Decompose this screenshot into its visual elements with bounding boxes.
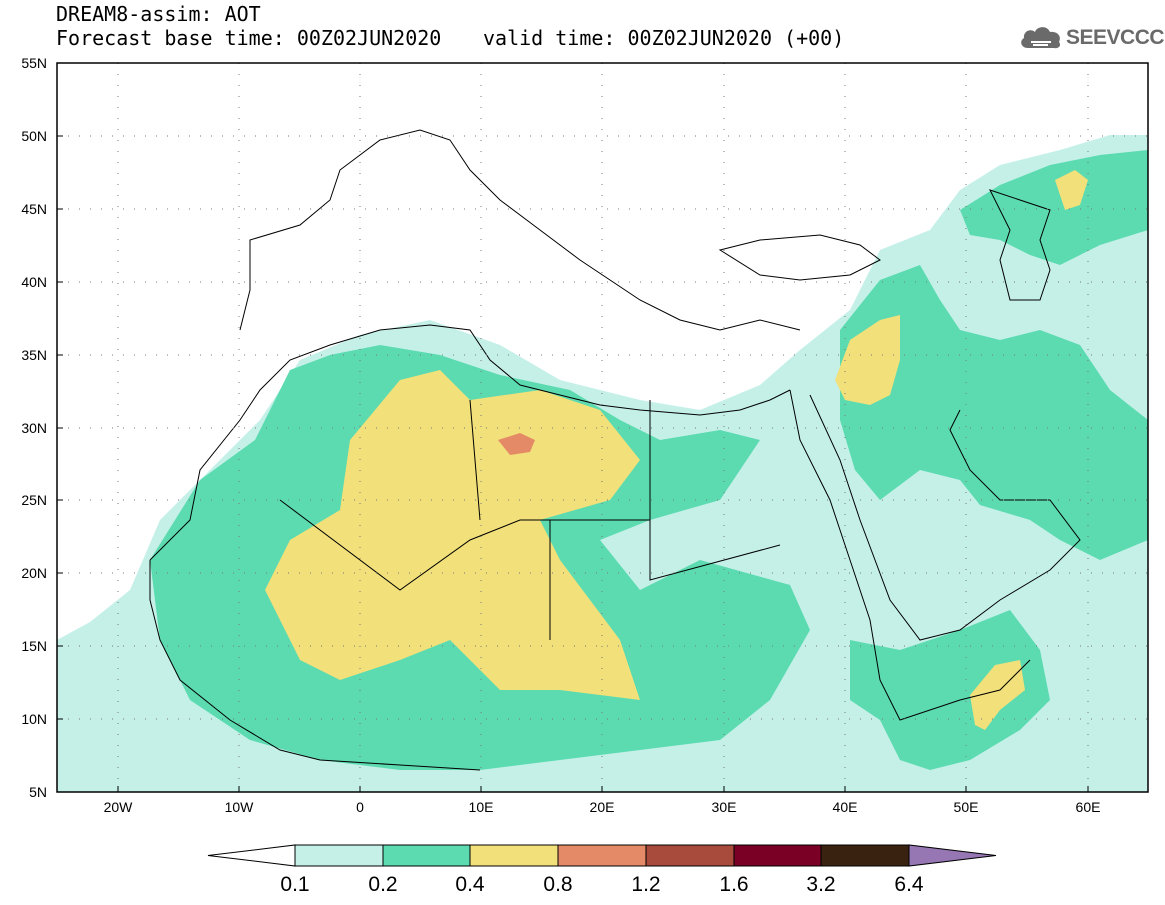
colorbar-segment bbox=[645, 844, 735, 867]
colorbar-segment bbox=[469, 844, 559, 867]
colorbar-label: 1.6 bbox=[719, 873, 748, 896]
lon-label: 20W bbox=[104, 799, 134, 815]
map-title: DREAM8-assim: AOT bbox=[56, 2, 261, 26]
lon-label: 10W bbox=[225, 799, 255, 815]
coastlines bbox=[149, 129, 1081, 771]
lat-label: 55N bbox=[21, 55, 47, 71]
lon-label: 40E bbox=[833, 799, 858, 815]
logo-text: SEEVCCC bbox=[1066, 26, 1165, 49]
longitude-labels: 20W 10W 0 10E 20E 30E 40E 50E 60E bbox=[104, 799, 1101, 815]
coastline-red-sea bbox=[789, 389, 1031, 721]
latitude-labels: 55N 50N 45N 40N 35N 30N 25N 20N 15N 10N … bbox=[21, 55, 47, 800]
aot-band-0.2-caspian bbox=[960, 150, 1148, 265]
lon-label: 60E bbox=[1076, 799, 1101, 815]
coastline-caspian bbox=[989, 189, 1051, 301]
colorbar-label: 0.1 bbox=[280, 873, 309, 896]
aot-band-0.2-east bbox=[840, 265, 1148, 560]
coastline-europe bbox=[239, 129, 801, 331]
axis-ticks bbox=[57, 135, 1089, 792]
lat-label: 30N bbox=[21, 420, 47, 436]
lat-label: 50N bbox=[21, 128, 47, 144]
colorbar-label: 6.4 bbox=[894, 873, 924, 896]
lon-label: 10E bbox=[469, 799, 494, 815]
border-libya-egypt bbox=[469, 399, 651, 640]
colorbar-label: 0.4 bbox=[455, 873, 485, 896]
colorbar-segment bbox=[733, 844, 822, 867]
colorbar-segment-over bbox=[908, 844, 997, 867]
lat-label: 40N bbox=[21, 274, 47, 290]
aot-band-0.2-horn bbox=[850, 610, 1050, 770]
lat-label: 35N bbox=[21, 347, 47, 363]
colorbar-segment bbox=[294, 844, 384, 867]
lat-label: 20N bbox=[21, 565, 47, 581]
colorbar-segment bbox=[382, 844, 471, 867]
colorbar-label: 0.8 bbox=[543, 873, 572, 896]
lon-label: 50E bbox=[954, 799, 979, 815]
lat-label: 25N bbox=[21, 492, 47, 508]
coastline-west-africa bbox=[149, 560, 481, 771]
colorbar-segment bbox=[557, 844, 647, 867]
aot-band-0.4-somalia bbox=[970, 660, 1025, 730]
lon-label: 0 bbox=[356, 799, 364, 815]
lon-label: 20E bbox=[590, 799, 615, 815]
colorbar-label: 0.2 bbox=[368, 873, 397, 896]
aot-band-0.4 bbox=[265, 370, 640, 700]
lat-label: 45N bbox=[21, 201, 47, 217]
graticule bbox=[57, 63, 1148, 792]
valid-time: valid time: 00Z02JUN2020 (+00) bbox=[483, 26, 845, 50]
coastline-arabia bbox=[809, 394, 1081, 641]
colorbar-label: 3.2 bbox=[806, 873, 835, 896]
lat-label: 15N bbox=[21, 638, 47, 654]
colorbar-segment bbox=[820, 844, 910, 867]
coastline-black-sea bbox=[718, 234, 881, 281]
colorbar-labels: 0.1 0.2 0.4 0.8 1.2 1.6 3.2 6.4 bbox=[280, 873, 924, 896]
coastline-north-africa bbox=[149, 324, 791, 561]
colorbar-segment-under bbox=[207, 844, 296, 867]
aot-field bbox=[57, 135, 1148, 792]
border-sahara bbox=[279, 499, 781, 591]
seevccc-logo: SEEVCCC bbox=[1018, 22, 1165, 56]
lon-label: 30E bbox=[712, 799, 737, 815]
aot-band-0.8 bbox=[498, 433, 535, 455]
aot-band-0.4-iraq bbox=[835, 315, 900, 405]
lat-label: 10N bbox=[21, 711, 47, 727]
colorbar-label: 1.2 bbox=[631, 873, 660, 896]
cloud-icon bbox=[1021, 27, 1061, 49]
lat-label: 5N bbox=[29, 784, 47, 800]
colorbar bbox=[207, 844, 997, 867]
aot-band-0.4-caspian bbox=[1055, 170, 1088, 210]
forecast-base-time: Forecast base time: 00Z02JUN2020 bbox=[56, 26, 442, 50]
